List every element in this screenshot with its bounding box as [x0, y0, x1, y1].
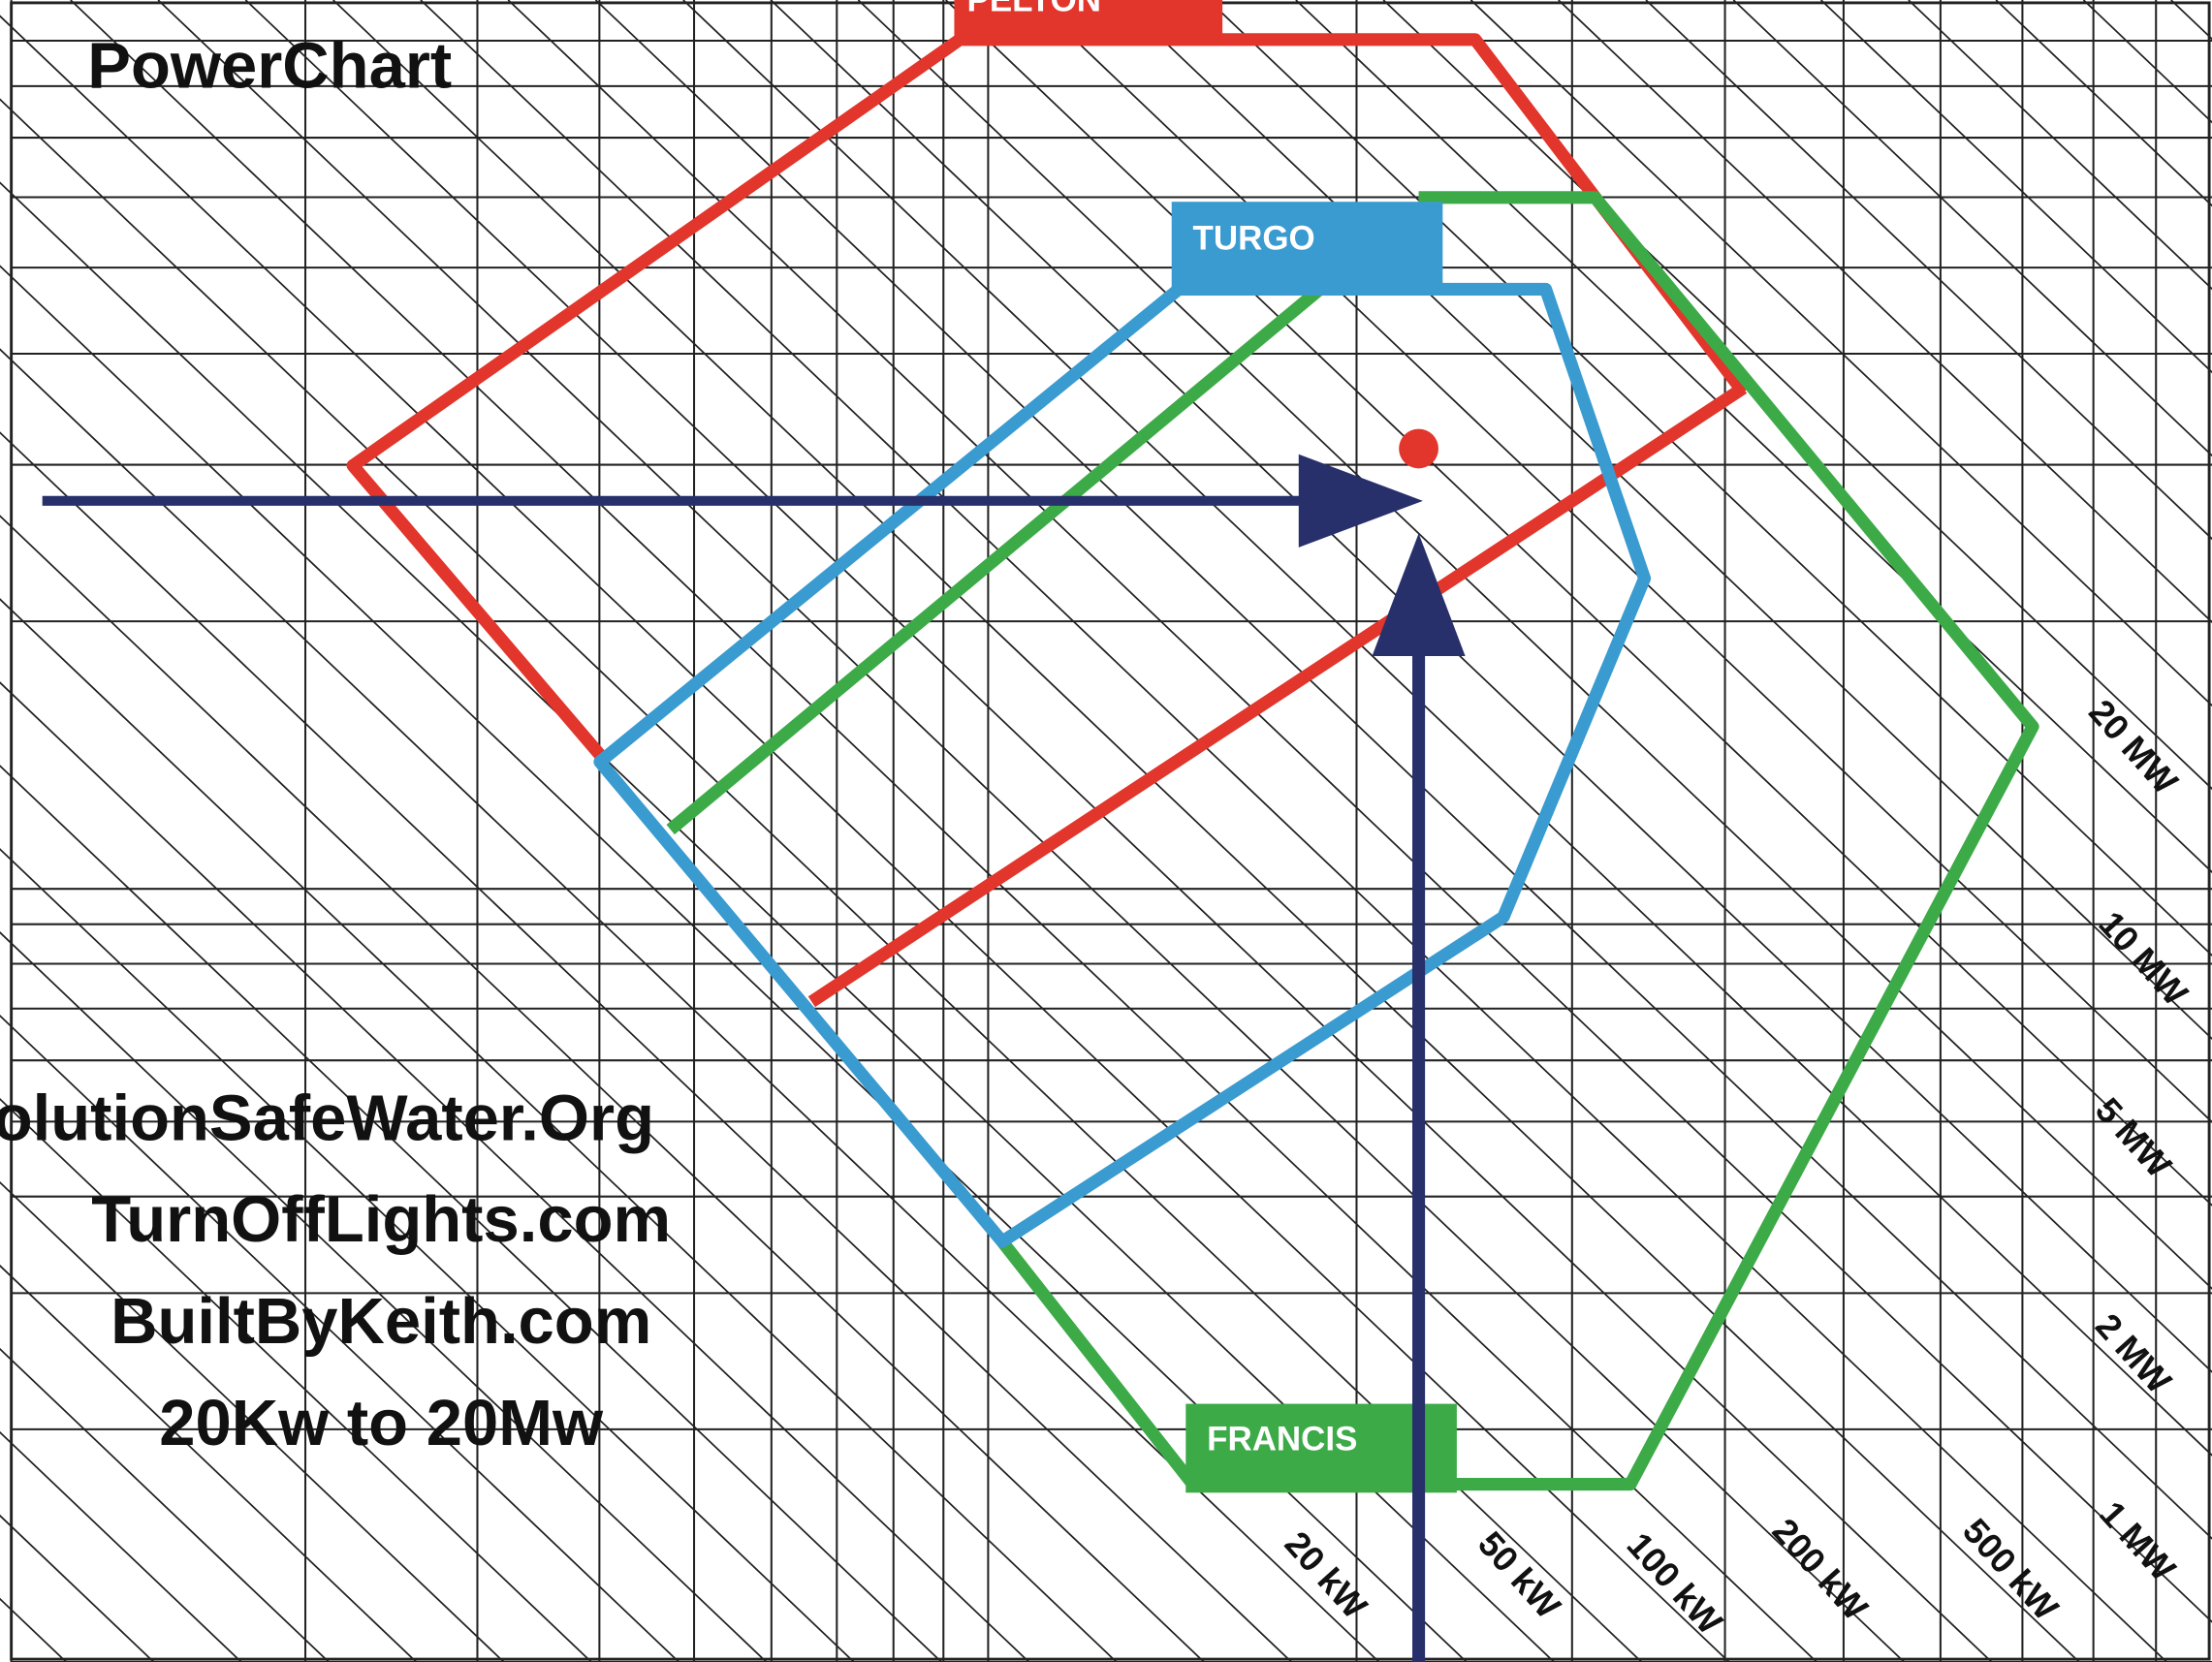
power-line — [0, 1180, 505, 1662]
power-line — [0, 515, 1205, 1662]
pelton-label-box — [954, 0, 1223, 40]
power-line — [770, 0, 2212, 1373]
francis-edge — [666, 284, 1324, 835]
power-line — [1558, 0, 2212, 624]
power-line — [0, 15, 1730, 1662]
power-label: 200 kW — [1765, 1511, 1877, 1628]
turbine-label: PELTON — [967, 0, 1102, 19]
power-line — [507, 0, 2212, 1623]
power-label: 100 kW — [1620, 1525, 1731, 1643]
power-line — [1295, 0, 2212, 874]
power-line — [0, 98, 1643, 1662]
power-line — [0, 1097, 592, 1662]
power-line — [0, 681, 1030, 1662]
power-line — [0, 1514, 155, 1662]
power-line — [0, 598, 1118, 1662]
power-label: 20 MW — [2081, 692, 2186, 802]
power-line — [70, 0, 1817, 1662]
power-line — [0, 431, 1292, 1662]
power-line — [0, 931, 768, 1662]
grid — [10, 0, 2212, 1662]
power-label: 1 MW — [2092, 1493, 2183, 1589]
power-line — [420, 0, 2167, 1662]
power-line — [0, 348, 1380, 1662]
power-line — [0, 181, 1555, 1662]
power-line — [682, 0, 2212, 1457]
power-line — [1820, 0, 2212, 374]
power-line — [2082, 0, 2212, 124]
power-line — [244, 0, 1993, 1662]
power-line — [157, 0, 1905, 1662]
power-line — [1732, 0, 2212, 457]
turbine-label: TURGO — [1193, 220, 1315, 258]
francis-label-box — [1185, 1403, 1457, 1493]
power-line — [1645, 0, 2212, 541]
power-line — [2170, 0, 2212, 41]
power-line — [0, 1347, 330, 1662]
francis-region — [1418, 191, 2039, 1491]
power-line — [0, 1015, 679, 1662]
power-label: 2 MW — [2088, 1306, 2179, 1402]
turgo-label-box — [1171, 202, 1443, 294]
head-arrow-head — [1298, 454, 1423, 548]
power-label: 500 kW — [1955, 1511, 2067, 1628]
turbine-label: FRANCIS — [1207, 1421, 1357, 1458]
francis-edge — [996, 1238, 1198, 1489]
power-line — [857, 0, 2212, 1290]
power-line — [0, 848, 855, 1662]
watermark-line: TurnOffLights.com — [91, 1183, 671, 1256]
power-label: 50 kW — [1470, 1523, 1568, 1626]
power-line — [0, 765, 942, 1662]
power-label: 5 MW — [2088, 1090, 2179, 1186]
power-line — [1908, 0, 2212, 291]
title: PowerChart — [87, 29, 452, 102]
power-line — [1382, 0, 2212, 791]
watermark-line: BuiltByKeith.com — [111, 1285, 651, 1358]
flow-arrow-head — [1372, 533, 1466, 656]
operating-point — [1399, 428, 1438, 469]
power-label: 10 MW — [2091, 903, 2196, 1014]
power-line — [1469, 0, 2212, 707]
watermark-line: 20Kw to 20Mw — [159, 1387, 604, 1459]
pelton-limit — [807, 382, 1748, 1008]
power-line — [1995, 0, 2212, 207]
watermark-line: olutionSafeWater.Org — [0, 1082, 654, 1154]
power-line — [0, 1264, 418, 1662]
power-line — [1207, 0, 2212, 957]
power-line — [594, 0, 2212, 1540]
